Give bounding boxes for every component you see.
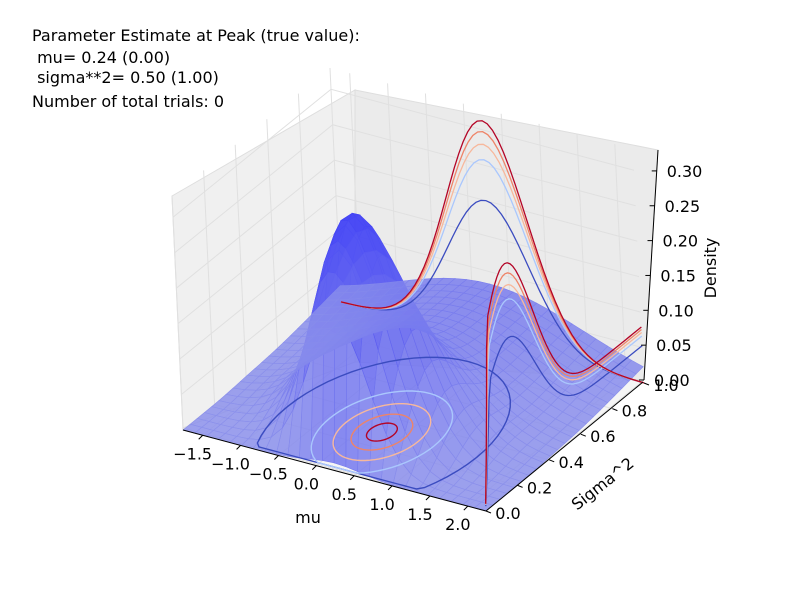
x-axis-line (182, 429, 487, 512)
y-tick-label: 1.0 (653, 376, 678, 395)
y-axis-line (485, 381, 644, 512)
annotation-trials: Number of total trials: 0 (32, 92, 225, 111)
y-tick-label: 0.6 (590, 427, 615, 446)
annotation-heading: Parameter Estimate at Peak (true value): (32, 26, 360, 45)
annotation-sigma: sigma**2= 0.50 (1.00) (32, 68, 219, 87)
y-tick-label: 0.8 (622, 402, 647, 421)
z-tick-label: 0.25 (665, 197, 701, 216)
z-tick-label: 0.05 (656, 336, 692, 355)
x-tick-label: 0.5 (331, 485, 356, 504)
z-tick-label: 0.15 (660, 266, 696, 285)
x-tick-label: −1.0 (211, 454, 250, 473)
annotation-mu: mu= 0.24 (0.00) (32, 48, 171, 67)
x-tick-label: 2.0 (445, 515, 470, 534)
z-tick-label: 0.00 (654, 371, 690, 390)
z-tick-labels: 0.00 0.05 0.10 0.15 0.20 0.25 0.30 (639, 162, 702, 390)
z-tick-label: 0.30 (667, 162, 703, 181)
z-axis-line (643, 149, 659, 381)
z-axis-label: Density (701, 238, 720, 299)
contour-lines (256, 120, 645, 507)
z-tick-label: 0.20 (662, 232, 698, 251)
x-tick-label: 1.5 (407, 505, 432, 524)
y-tick-label: 0.0 (495, 504, 520, 523)
x-tick-labels: −1.5−1.0−0.5 0.0 0.5 1.0 1.5 2.0 (173, 434, 471, 534)
x-tick-label: −0.5 (249, 465, 288, 484)
x-tick-label: 0.0 (294, 475, 319, 494)
x-tick-label: −1.5 (173, 444, 212, 463)
y-tick-label: 0.4 (558, 453, 583, 472)
x-axis-label: mu (295, 508, 321, 527)
y-tick-label: 0.2 (527, 478, 552, 497)
y-tick-labels: 0.0 0.2 0.4 0.6 0.8 1.0 (485, 376, 679, 523)
z-tick-label: 0.10 (658, 301, 694, 320)
x-tick-label: 1.0 (369, 495, 394, 514)
